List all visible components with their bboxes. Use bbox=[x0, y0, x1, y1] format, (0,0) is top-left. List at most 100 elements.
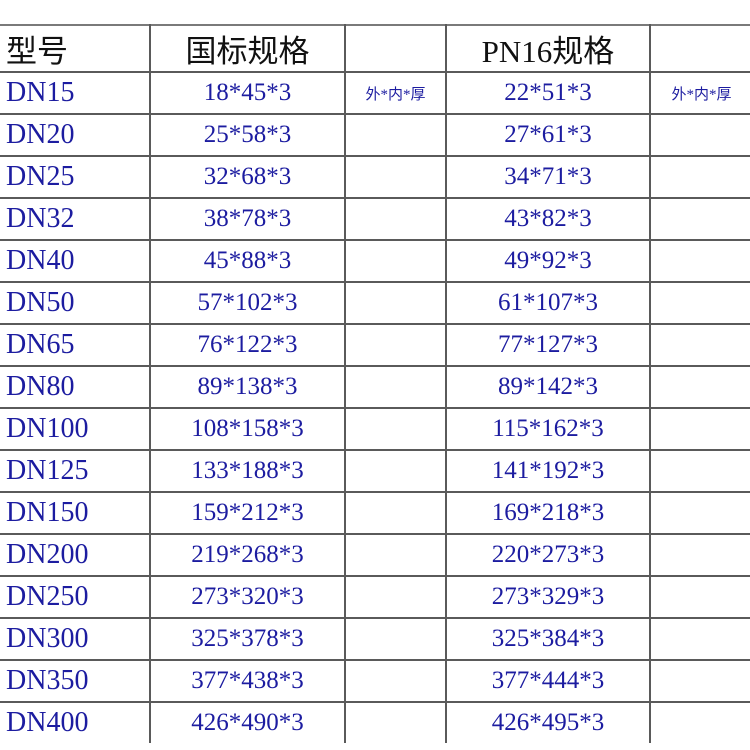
table-row: DN32 38*78*3 43*82*3 bbox=[0, 197, 750, 241]
pn16-spec-cell: 377*444*3 bbox=[445, 659, 651, 703]
gb-spec-cell: 45*88*3 bbox=[149, 239, 346, 283]
table-row: DN350 377*438*3 377*444*3 bbox=[0, 659, 750, 703]
gb-spec-cell: 108*158*3 bbox=[149, 407, 346, 451]
table-row: DN65 76*122*3 77*127*3 bbox=[0, 323, 750, 367]
pn16-spec-cell: 61*107*3 bbox=[445, 281, 651, 325]
pn16-spec-cell: 22*51*3 bbox=[445, 71, 651, 115]
gb-spec-cell: 133*188*3 bbox=[149, 449, 346, 493]
pn16-spec-cell: 169*218*3 bbox=[445, 491, 651, 535]
pn16-spec-cell: 273*329*3 bbox=[445, 575, 651, 619]
table-row: DN15 18*45*3 外*内*厚 22*51*3 外*内*厚 bbox=[0, 71, 750, 115]
note-cell bbox=[649, 281, 750, 325]
note-cell bbox=[344, 533, 447, 577]
gb-spec-cell: 25*58*3 bbox=[149, 113, 346, 157]
pn16-spec-cell: 325*384*3 bbox=[445, 617, 651, 661]
note-cell bbox=[649, 407, 750, 451]
note-cell bbox=[344, 323, 447, 367]
note-cell bbox=[344, 365, 447, 409]
pn16-spec-cell: 77*127*3 bbox=[445, 323, 651, 367]
gb-spec-cell: 89*138*3 bbox=[149, 365, 346, 409]
note-cell bbox=[649, 449, 750, 493]
header-gb-spec: 国标规格 bbox=[149, 24, 346, 73]
gb-spec-cell: 377*438*3 bbox=[149, 659, 346, 703]
pn16-spec-cell: 34*71*3 bbox=[445, 155, 651, 199]
model-cell: DN200 bbox=[0, 533, 151, 577]
note-cell bbox=[649, 491, 750, 535]
header-row: 型号 国标规格 PN16规格 bbox=[0, 24, 750, 73]
pn16-spec-cell: 27*61*3 bbox=[445, 113, 651, 157]
note-cell bbox=[344, 617, 447, 661]
table-row: DN40 45*88*3 49*92*3 bbox=[0, 239, 750, 283]
note-cell bbox=[344, 197, 447, 241]
note-cell bbox=[649, 365, 750, 409]
gb-spec-cell: 219*268*3 bbox=[149, 533, 346, 577]
pn16-spec-cell: 49*92*3 bbox=[445, 239, 651, 283]
model-cell: DN80 bbox=[0, 365, 151, 409]
note-cell bbox=[649, 113, 750, 157]
note-cell bbox=[649, 659, 750, 703]
table-row: DN20 25*58*3 27*61*3 bbox=[0, 113, 750, 157]
note-cell bbox=[344, 659, 447, 703]
model-cell: DN20 bbox=[0, 113, 151, 157]
note-cell bbox=[649, 701, 750, 743]
model-cell: DN400 bbox=[0, 701, 151, 743]
note-cell bbox=[344, 491, 447, 535]
model-cell: DN40 bbox=[0, 239, 151, 283]
table-row: DN25 32*68*3 34*71*3 bbox=[0, 155, 750, 199]
gb-spec-cell: 426*490*3 bbox=[149, 701, 346, 743]
note-cell bbox=[649, 533, 750, 577]
gb-spec-cell: 38*78*3 bbox=[149, 197, 346, 241]
gb-spec-cell: 57*102*3 bbox=[149, 281, 346, 325]
pn16-spec-cell: 426*495*3 bbox=[445, 701, 651, 743]
note-cell bbox=[649, 617, 750, 661]
note-cell bbox=[649, 575, 750, 619]
model-cell: DN100 bbox=[0, 407, 151, 451]
pn16-spec-cell: 89*142*3 bbox=[445, 365, 651, 409]
note-cell bbox=[344, 449, 447, 493]
header-empty bbox=[649, 24, 750, 73]
note-cell bbox=[649, 197, 750, 241]
table-row: DN200 219*268*3 220*273*3 bbox=[0, 533, 750, 577]
note-cell bbox=[649, 239, 750, 283]
table-row: DN80 89*138*3 89*142*3 bbox=[0, 365, 750, 409]
gb-spec-cell: 273*320*3 bbox=[149, 575, 346, 619]
model-cell: DN350 bbox=[0, 659, 151, 703]
gb-spec-cell: 18*45*3 bbox=[149, 71, 346, 115]
note-cell bbox=[344, 155, 447, 199]
table-row: DN125 133*188*3 141*192*3 bbox=[0, 449, 750, 493]
note-cell bbox=[344, 575, 447, 619]
header-model: 型号 bbox=[0, 24, 151, 73]
header-empty bbox=[344, 24, 447, 73]
model-cell: DN250 bbox=[0, 575, 151, 619]
note-cell bbox=[344, 701, 447, 743]
note-cell bbox=[649, 323, 750, 367]
model-cell: DN25 bbox=[0, 155, 151, 199]
model-cell: DN15 bbox=[0, 71, 151, 115]
model-cell: DN65 bbox=[0, 323, 151, 367]
pn16-spec-cell: 43*82*3 bbox=[445, 197, 651, 241]
pn16-spec-cell: 115*162*3 bbox=[445, 407, 651, 451]
table-row: DN300 325*378*3 325*384*3 bbox=[0, 617, 750, 661]
table-row: DN50 57*102*3 61*107*3 bbox=[0, 281, 750, 325]
gb-spec-cell: 32*68*3 bbox=[149, 155, 346, 199]
pn16-spec-cell: 141*192*3 bbox=[445, 449, 651, 493]
note-cell bbox=[344, 281, 447, 325]
table-row: DN250 273*320*3 273*329*3 bbox=[0, 575, 750, 619]
table-row: DN400 426*490*3 426*495*3 bbox=[0, 701, 750, 743]
table-row: DN150 159*212*3 169*218*3 bbox=[0, 491, 750, 535]
model-cell: DN50 bbox=[0, 281, 151, 325]
model-cell: DN125 bbox=[0, 449, 151, 493]
table-row: DN100 108*158*3 115*162*3 bbox=[0, 407, 750, 451]
model-cell: DN300 bbox=[0, 617, 151, 661]
gb-spec-cell: 76*122*3 bbox=[149, 323, 346, 367]
note-cell bbox=[344, 239, 447, 283]
model-cell: DN150 bbox=[0, 491, 151, 535]
note-cell bbox=[344, 407, 447, 451]
note-cell bbox=[344, 113, 447, 157]
model-cell: DN32 bbox=[0, 197, 151, 241]
note-cell: 外*内*厚 bbox=[344, 71, 447, 115]
spec-table: 型号 国标规格 PN16规格 DN15 18*45*3 外*内*厚 22*51*3 外*… bbox=[0, 24, 750, 743]
pn16-spec-cell: 220*273*3 bbox=[445, 533, 651, 577]
gb-spec-cell: 159*212*3 bbox=[149, 491, 346, 535]
gb-spec-cell: 325*378*3 bbox=[149, 617, 346, 661]
